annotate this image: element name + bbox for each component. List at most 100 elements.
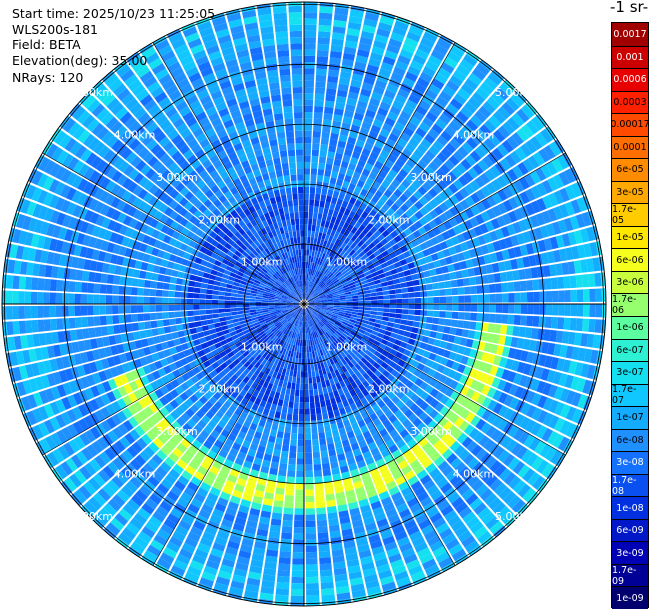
range-gate	[565, 406, 577, 421]
range-gate	[333, 302, 340, 304]
range-gate	[507, 314, 515, 325]
range-gate	[320, 219, 326, 227]
range-gate	[314, 299, 321, 302]
range-gate	[316, 68, 327, 76]
range-gate	[351, 261, 359, 268]
range-gate	[410, 428, 420, 438]
range-gate	[402, 418, 412, 429]
range-gate	[436, 38, 452, 51]
range-gate	[454, 353, 463, 363]
range-gate	[462, 277, 470, 286]
range-gate	[576, 304, 584, 317]
range-gate	[531, 393, 542, 406]
range-gate	[434, 402, 445, 413]
range-gate	[385, 275, 393, 282]
range-gate	[124, 314, 132, 323]
range-gate	[589, 288, 596, 302]
range-gate	[313, 309, 320, 313]
range-gate	[479, 82, 494, 95]
range-gate	[314, 199, 320, 207]
range-gate	[358, 297, 365, 301]
range-gate	[457, 363, 466, 374]
range-gate	[516, 503, 531, 518]
range-gate	[304, 224, 308, 231]
range-gate	[387, 153, 398, 164]
range-gate	[427, 368, 437, 378]
range-gate	[443, 273, 451, 281]
range-gate	[304, 74, 315, 81]
range-gate	[497, 189, 508, 202]
range-gate	[87, 282, 95, 293]
range-gate	[486, 182, 497, 195]
range-gate	[408, 25, 424, 37]
range-gate	[362, 372, 370, 380]
range-gate	[325, 339, 331, 346]
range-gate	[81, 316, 89, 328]
range-gate	[304, 346, 307, 353]
range-gate	[336, 286, 344, 291]
range-gate	[402, 77, 416, 88]
range-gate	[308, 211, 313, 219]
range-gate	[333, 296, 340, 300]
range-gate	[373, 340, 381, 347]
range-gate	[320, 273, 325, 280]
range-gate	[546, 161, 558, 176]
range-gate	[329, 284, 335, 289]
range-gate	[337, 401, 344, 410]
range-gate	[99, 315, 107, 326]
range-gate	[533, 291, 540, 303]
range-gate	[308, 305, 315, 309]
range-gate	[311, 249, 315, 257]
range-gate	[581, 274, 590, 288]
range-gate	[413, 285, 421, 292]
range-gate	[305, 508, 315, 515]
range-gate	[371, 271, 379, 278]
range-gate	[338, 313, 345, 317]
range-gate	[524, 173, 536, 187]
range-gate	[156, 319, 164, 328]
range-gate	[304, 2, 318, 7]
range-gate	[249, 304, 256, 307]
range-gate	[220, 321, 227, 327]
range-gate	[564, 374, 574, 389]
range-gate	[415, 334, 424, 342]
range-gate	[439, 289, 446, 296]
range-gate	[367, 200, 376, 209]
range-gate	[384, 89, 396, 100]
range-gate	[465, 154, 477, 167]
range-gate	[424, 394, 435, 405]
range-gate	[494, 228, 504, 240]
range-gate	[275, 487, 285, 495]
range-gate	[363, 354, 371, 361]
range-gate	[68, 281, 76, 292]
range-gate	[497, 418, 509, 431]
range-gate	[434, 391, 445, 402]
range-gate	[339, 393, 347, 402]
range-gate	[448, 217, 458, 228]
range-gate	[532, 316, 540, 327]
range-gate	[364, 307, 372, 311]
range-gate	[281, 526, 293, 534]
range-gate	[477, 507, 491, 520]
range-gate	[333, 19, 347, 28]
range-gate	[444, 509, 458, 522]
range-gate	[56, 318, 64, 330]
range-gate	[334, 204, 341, 212]
range-gate	[314, 301, 322, 303]
range-gate	[327, 189, 334, 197]
range-gate	[149, 305, 156, 313]
range-gate	[557, 436, 570, 452]
range-gate	[506, 224, 516, 236]
range-gate	[540, 252, 549, 265]
range-gate	[322, 285, 328, 290]
range-gate	[378, 374, 387, 382]
range-gate	[314, 306, 321, 310]
range-gate	[43, 278, 51, 291]
range-gate	[18, 320, 27, 334]
range-gate	[332, 341, 339, 348]
range-gate	[394, 283, 402, 289]
range-gate	[149, 297, 156, 304]
range-gate	[299, 408, 304, 415]
range-gate	[444, 280, 452, 289]
range-gate	[489, 230, 499, 242]
